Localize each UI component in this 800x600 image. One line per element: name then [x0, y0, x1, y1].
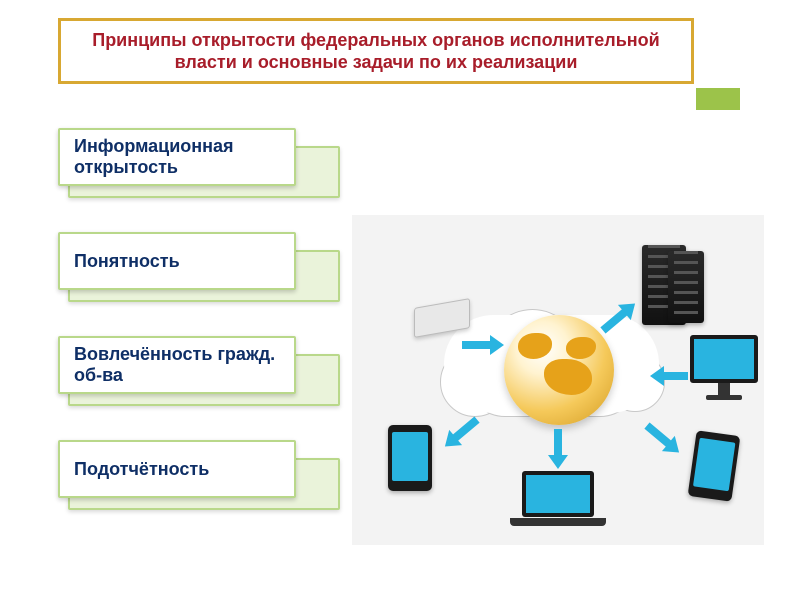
principle-item-accountability: Подотчётность	[58, 440, 326, 510]
network-illustration	[352, 215, 764, 545]
phone-icon	[388, 425, 432, 491]
principle-label: Информационная открытость	[74, 136, 280, 177]
globe-icon	[504, 315, 614, 425]
principle-item-clarity: Понятность	[58, 232, 326, 302]
arrow-icon	[546, 429, 570, 469]
arrow-icon	[462, 333, 504, 357]
server-icon	[668, 251, 704, 323]
card-front: Подотчётность	[58, 440, 296, 498]
phone-icon	[688, 430, 741, 501]
title-box: Принципы открытости федеральных органов …	[58, 18, 694, 84]
laptop-icon	[510, 471, 606, 526]
accent-tab	[696, 88, 740, 110]
principle-label: Вовлечённость гражд. об-ва	[74, 344, 280, 385]
principle-item-involvement: Вовлечённость гражд. об-ва	[58, 336, 326, 406]
principle-label: Понятность	[74, 251, 180, 272]
principle-label: Подотчётность	[74, 459, 209, 480]
card-front: Понятность	[58, 232, 296, 290]
card-front: Информационная открытость	[58, 128, 296, 186]
monitor-icon	[690, 335, 758, 400]
arrow-icon	[650, 365, 688, 387]
principle-item-openness: Информационная открытость	[58, 128, 326, 198]
page-title: Принципы открытости федеральных органов …	[73, 29, 679, 74]
card-front: Вовлечённость гражд. об-ва	[58, 336, 296, 394]
